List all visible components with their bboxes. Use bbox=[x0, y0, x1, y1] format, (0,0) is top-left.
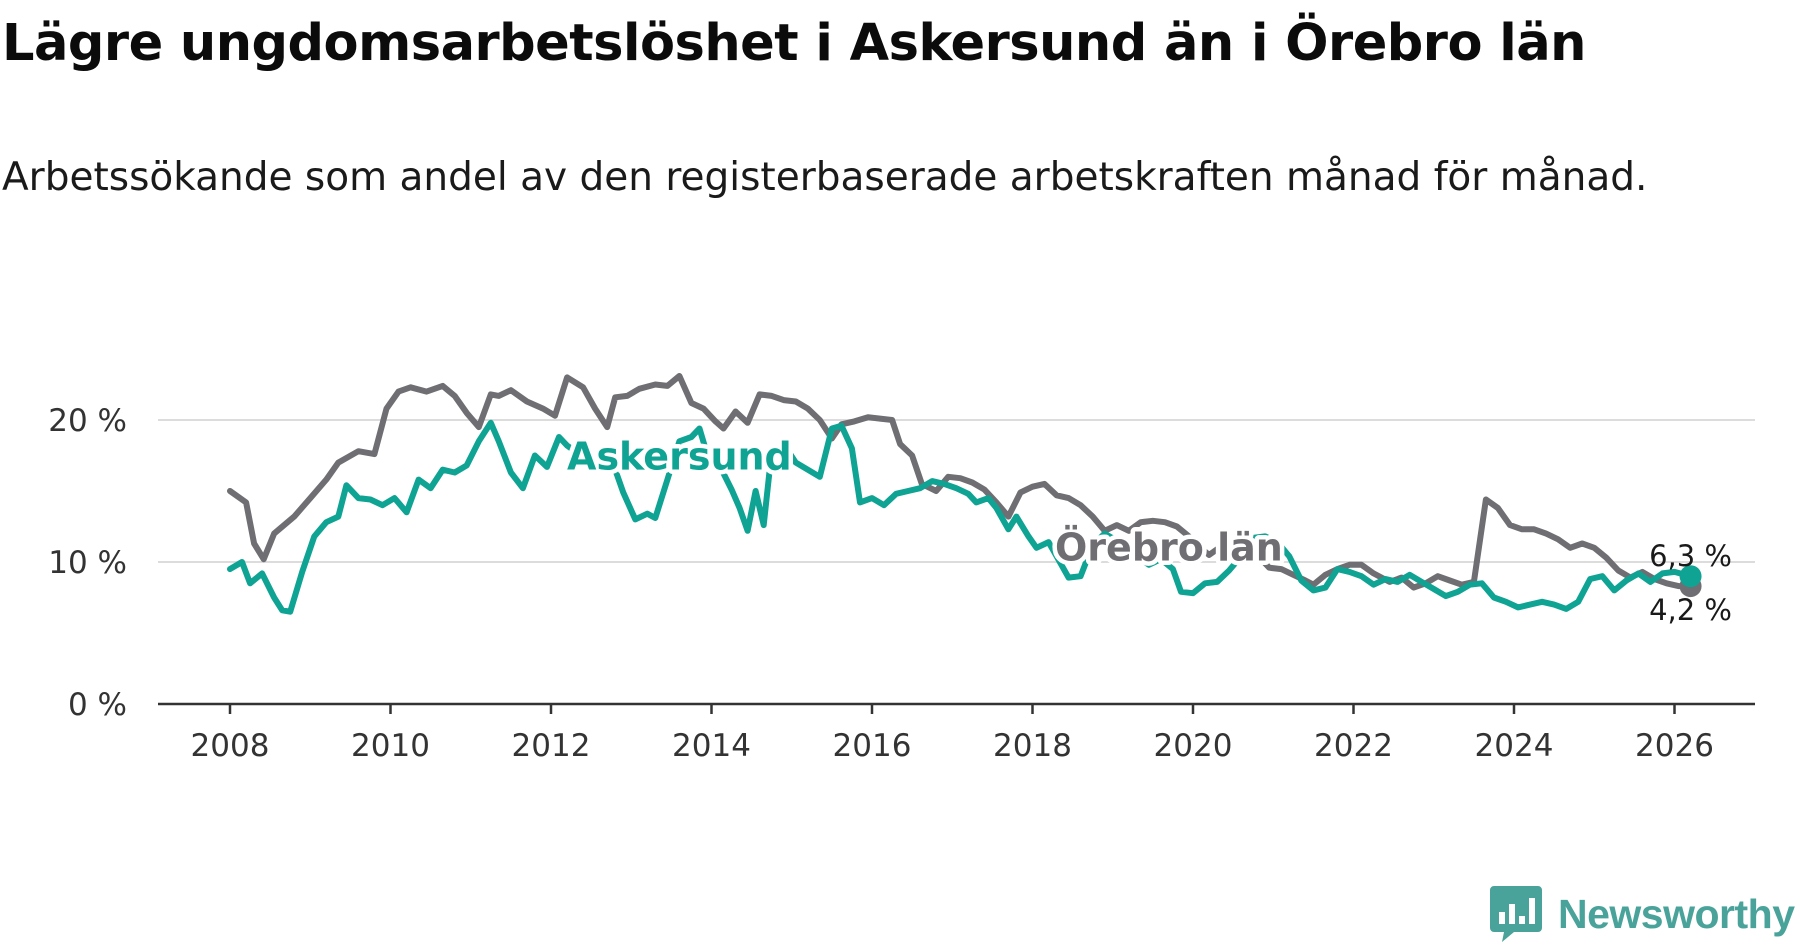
x-tick-label: 2010 bbox=[351, 728, 430, 764]
end-value-label-askersund: 4,2 % bbox=[1649, 593, 1732, 627]
x-tick-label: 2016 bbox=[833, 728, 912, 764]
gridlines bbox=[158, 419, 1755, 563]
series-label--rebro-l-n: Örebro län bbox=[1055, 526, 1283, 570]
x-tick-label: 2008 bbox=[191, 728, 270, 764]
x-axis: 2008 2010 2012 2014 2016 2018 2020 2022 2024 2026 bbox=[158, 702, 1755, 764]
end-value-label--rebro-l-n: 6,3 % bbox=[1649, 539, 1732, 573]
y-tick-label: 0 % bbox=[68, 687, 127, 723]
y-tick-label: 20 % bbox=[48, 403, 127, 439]
series-label-askersund: Askersund bbox=[567, 435, 792, 479]
series-line-askersund bbox=[227, 419, 1694, 615]
series-line--rebro-l-n bbox=[227, 373, 1694, 591]
x-tick-label: 2012 bbox=[512, 728, 591, 764]
brand-name: Newsworthy bbox=[1558, 890, 1795, 937]
chart-subtitle: Arbetssökande som andel av den registerb… bbox=[2, 155, 1648, 200]
series-labels: 6,3 % Örebro län 4,2 % Askersund bbox=[563, 430, 1732, 627]
x-tick-label: 2014 bbox=[672, 728, 751, 764]
brand-logo[interactable]: Newsworthy bbox=[1488, 884, 1795, 944]
x-tick-label: 2020 bbox=[1154, 728, 1233, 764]
y-tick-label: 10 % bbox=[48, 545, 127, 581]
x-tick-label: 2026 bbox=[1635, 728, 1714, 764]
series-end-marker-askersund bbox=[1679, 565, 1702, 588]
newsworthy-logo-icon bbox=[1490, 886, 1542, 942]
series-lines bbox=[227, 373, 1702, 615]
x-tick-label: 2024 bbox=[1475, 728, 1554, 764]
x-tick-label: 2022 bbox=[1314, 728, 1393, 764]
x-tick-label: 2018 bbox=[993, 728, 1072, 764]
chart-title: Lägre ungdomsarbetslöshet i Askersund än… bbox=[2, 14, 1586, 73]
y-axis: 0 % 10 % 20 % bbox=[48, 403, 127, 723]
